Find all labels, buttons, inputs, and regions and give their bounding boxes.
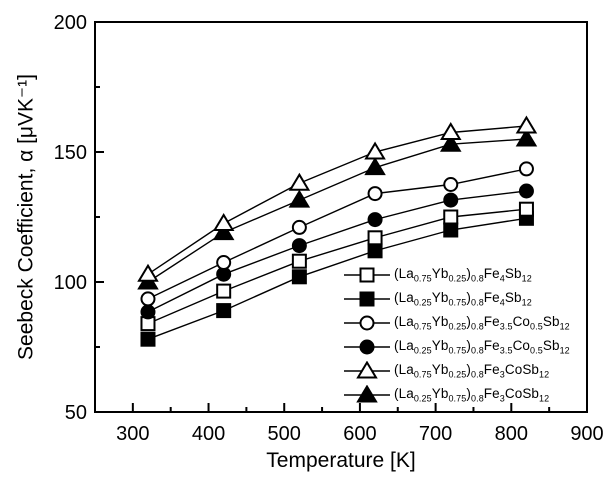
y-axis-title: Seebeck Coefficient, α [μVK⁻¹] xyxy=(14,74,38,360)
x-tick-label: 900 xyxy=(570,423,603,445)
x-axis-ticks xyxy=(131,403,588,412)
data-point-marker xyxy=(216,303,232,319)
data-point-marker xyxy=(216,255,232,270)
data-point-marker xyxy=(443,192,459,208)
data-point-marker xyxy=(515,115,538,134)
data-point-marker xyxy=(364,157,386,176)
x-axis-title: Temperature [K] xyxy=(266,449,416,472)
data-point-marker xyxy=(443,209,459,225)
y-axis-ticks xyxy=(95,21,104,413)
data-point-marker xyxy=(288,189,311,208)
data-point-marker xyxy=(140,291,156,307)
legend-label: (La0.75Yb0.25)0.8Fe4Sb12 xyxy=(394,266,532,284)
data-point-marker xyxy=(518,201,534,217)
legend-label: (La0.25Yb0.75)0.8Fe3.5Co0.5Sb12 xyxy=(394,338,570,356)
data-point-marker xyxy=(137,263,159,282)
series-markers-circle-filled xyxy=(140,183,534,320)
data-point-marker xyxy=(364,141,386,160)
legend-marker-circle-filled xyxy=(344,339,390,355)
data-point-marker xyxy=(443,177,459,192)
x-tick-label: 500 xyxy=(268,423,301,445)
legend-item: (La0.75Yb0.25)0.8Fe3.5Co0.5Sb12 xyxy=(344,311,570,335)
y-tick-label: 200 xyxy=(54,12,87,34)
data-point-marker xyxy=(439,133,462,152)
x-tick-label: 800 xyxy=(495,423,528,445)
data-point-marker xyxy=(359,315,375,331)
series-line-circle-filled xyxy=(147,190,527,313)
legend-marker-square-open xyxy=(344,267,390,283)
data-point-marker xyxy=(356,361,378,379)
legend-marker-triangle-filled xyxy=(344,385,390,403)
legend-item: (La0.25Yb0.75)0.8Fe3.5Co0.5Sb12 xyxy=(344,335,570,359)
data-point-marker xyxy=(140,331,156,347)
series-markers-square-open xyxy=(140,201,534,332)
y-tick-labels: 50 100 150 200 xyxy=(54,12,87,424)
data-point-marker xyxy=(359,339,375,355)
legend-marker-square-filled xyxy=(344,291,390,307)
data-point-marker xyxy=(140,304,156,320)
data-point-marker xyxy=(518,183,534,199)
legend-label: (La0.75Yb0.25)0.8Fe3.5Co0.5Sb12 xyxy=(394,314,570,332)
x-tick-labels: 300 400 500 600 700 800 900 xyxy=(116,423,604,445)
series-line-square-filled xyxy=(147,217,527,340)
data-point-marker xyxy=(439,122,462,140)
series-line-square-open xyxy=(147,208,527,325)
legend: (La0.75Yb0.25)0.8Fe4Sb12 (La0.25Yb0.75)0.… xyxy=(344,263,570,407)
data-point-marker xyxy=(291,238,307,254)
legend-label: (La0.75Yb0.25)0.8Fe3CoSb12 xyxy=(394,362,550,380)
data-point-marker xyxy=(291,219,307,235)
series-line-triangle-open xyxy=(147,125,527,275)
y-tick-label: 50 xyxy=(65,402,87,424)
series-markers-triangle-open xyxy=(137,115,538,282)
x-tick-label: 300 xyxy=(116,423,149,445)
x-tick-label: 400 xyxy=(192,423,225,445)
data-point-marker xyxy=(212,222,235,241)
data-point-marker xyxy=(291,269,307,285)
data-point-marker xyxy=(216,283,232,299)
data-point-marker xyxy=(356,385,378,403)
legend-item: (La0.75Yb0.25)0.8Fe3CoSb12 xyxy=(344,359,570,383)
legend-item: (La0.75Yb0.25)0.8Fe4Sb12 xyxy=(344,263,570,287)
data-point-marker xyxy=(367,230,383,246)
data-point-marker xyxy=(288,172,311,191)
series-lines xyxy=(147,125,527,340)
legend-label: (La0.25Yb0.75)0.8Fe4Sb12 xyxy=(394,290,532,308)
y-tick-label: 150 xyxy=(54,142,87,164)
data-point-marker xyxy=(367,186,383,202)
legend-item: (La0.25Yb0.75)0.8Fe4Sb12 xyxy=(344,287,570,311)
y-tick-label: 100 xyxy=(54,272,87,294)
data-point-marker xyxy=(291,253,307,269)
data-point-marker xyxy=(443,222,459,238)
x-tick-label: 700 xyxy=(419,423,452,445)
data-point-marker xyxy=(518,161,534,177)
data-point-marker xyxy=(359,291,375,307)
legend-item: (La0.25Yb0.75)0.8Fe3CoSb12 xyxy=(344,383,570,407)
series-line-circle-open xyxy=(147,168,527,300)
data-point-marker xyxy=(212,213,235,231)
series-markers-circle-open xyxy=(140,161,534,307)
series-line-triangle-filled xyxy=(147,138,527,283)
legend-label: (La0.25Yb0.75)0.8Fe3CoSb12 xyxy=(394,386,550,404)
data-point-marker xyxy=(367,212,383,228)
data-point-marker xyxy=(515,128,538,147)
data-point-marker xyxy=(359,267,375,283)
legend-marker-circle-open xyxy=(344,315,390,331)
legend-marker-triangle-open xyxy=(344,361,390,379)
data-point-marker xyxy=(367,243,383,259)
x-tick-label: 600 xyxy=(343,423,376,445)
